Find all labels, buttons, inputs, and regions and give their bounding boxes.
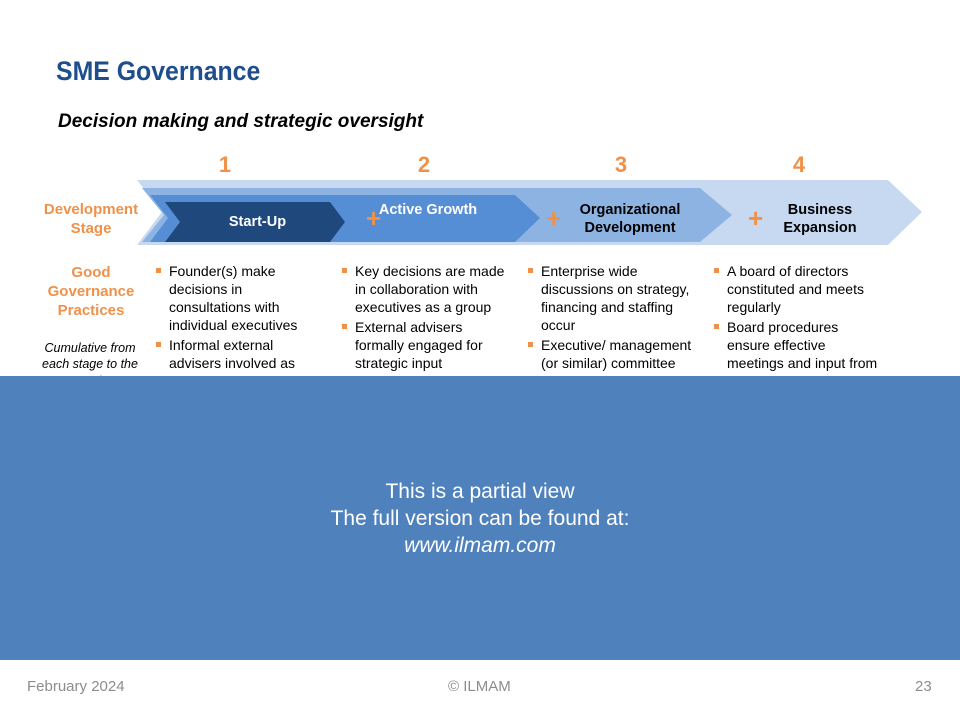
footer-date: February 2024 [27,678,125,695]
practice-item: Key decisions are made in collaboration … [341,262,511,316]
stage-number: 3 [614,152,628,177]
plus-icon: + [366,203,382,233]
stage-organizational-development: Organizational Development [579,202,681,236]
development-stage-label: Development Stage [43,201,139,237]
practice-item: Enterprise wide discussions on strategy,… [527,262,697,334]
page-number: 23 [915,678,932,695]
overlay-line2: The full version can be found at: [330,507,630,530]
plus-icon: + [748,203,764,233]
stage-number: 2 [417,152,431,177]
good-governance-label: Good Governance Practices [47,264,135,319]
subtitle: Decision making and strategic oversight [58,111,424,132]
stage-active-growth: Active Growth [378,202,478,218]
practice-item: A board of directors constituted and mee… [713,262,883,316]
partial-view-overlay: This is a partial view The full version … [0,376,960,660]
stage-start-up: Start-Up [228,214,287,230]
overlay-line1: This is a partial view [385,480,575,503]
page-title: SME Governance [56,56,261,86]
stage-number: 4 [792,152,806,177]
overlay-link[interactable]: www.ilmam.com [404,534,556,557]
chevron-start-up [165,202,345,242]
stage-number: 1 [218,152,232,177]
footer-copyright: © ILMAM [448,678,511,695]
stage-chevrons [137,180,922,245]
practice-item: Founder(s) make decisions in consultatio… [155,262,325,334]
practice-item: Executive/ management (or similar) commi… [527,336,697,372]
plus-icon: + [546,203,562,233]
practice-item: External advisers formally engaged for s… [341,318,511,372]
stage-business-expansion: Business Expansion [783,202,857,236]
